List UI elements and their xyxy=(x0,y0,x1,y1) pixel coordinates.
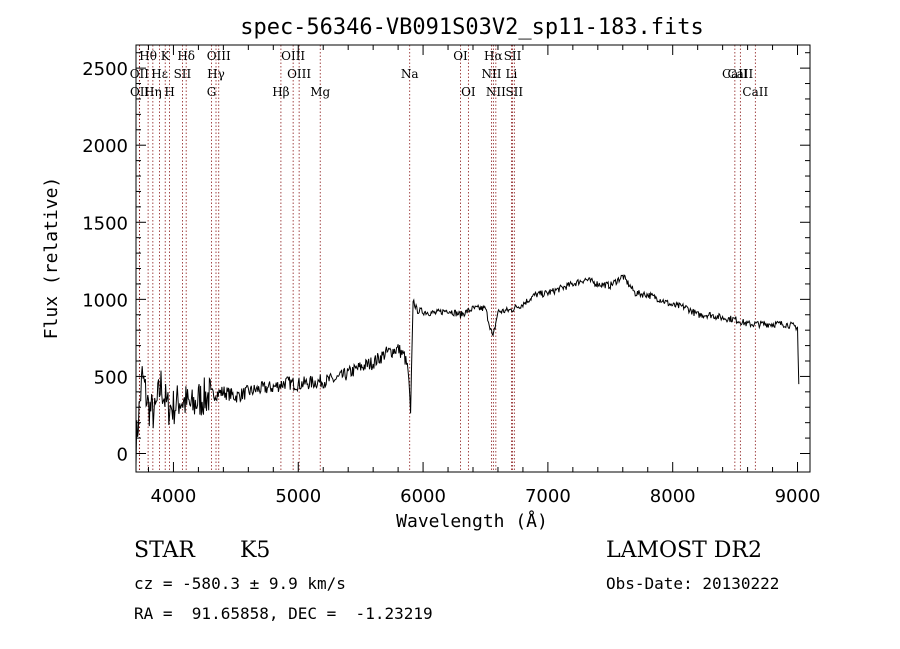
spectral-line-label: Hε xyxy=(151,67,168,81)
object-subclass: K5 xyxy=(240,538,271,563)
spectral-line-label: SII xyxy=(504,49,522,63)
spectrum-series xyxy=(135,274,800,466)
y-tick-label: 1500 xyxy=(82,213,128,234)
spectral-line-label: K xyxy=(161,49,171,63)
spectral-line-label: OI xyxy=(461,85,476,99)
spectral-line-label: OII xyxy=(130,67,150,81)
spectral-line-label: Hβ xyxy=(272,85,289,99)
y-tick-label: 1000 xyxy=(82,290,128,311)
spectral-line-label: Hγ xyxy=(207,67,225,81)
y-tick-label: 0 xyxy=(117,445,128,466)
spectral-line-label: G xyxy=(207,85,217,99)
spectral-line-label: OIII xyxy=(281,49,305,63)
spectral-line-label: CaII xyxy=(742,85,768,99)
spectral-line-label: OIII xyxy=(207,49,231,63)
spectral-line-label: CaII xyxy=(722,67,748,81)
spectral-line-label: Hα xyxy=(484,49,503,63)
spectral-line-label: CaII xyxy=(727,67,753,81)
y-axis-label: Flux (relative) xyxy=(41,177,62,340)
coordinates-readout: RA = 91.65858, DEC = -1.23219 xyxy=(134,604,433,623)
spectral-line-markers xyxy=(138,45,756,472)
x-tick-label: 7000 xyxy=(525,486,571,507)
x-tick-label: 4000 xyxy=(151,486,197,507)
spectral-line-label: Li xyxy=(506,67,518,81)
spectral-line-label: OI xyxy=(453,49,468,63)
survey-name: LAMOST DR2 xyxy=(606,538,762,563)
spectral-line-label: Hθ xyxy=(139,49,157,63)
spectral-line-label: OII xyxy=(130,85,150,99)
plot-frame xyxy=(135,44,811,473)
chart-title: spec-56346-VB091S03V2_sp11-183.fits xyxy=(240,15,704,40)
spectral-line-label: H xyxy=(164,85,174,99)
x-axis-ticks: 4000 5000 6000 7000 8000 9000 xyxy=(147,45,821,507)
spectral-line-label: NII xyxy=(481,67,501,81)
y-tick-label: 2000 xyxy=(82,136,128,157)
spectral-line-label: SII xyxy=(505,85,523,99)
x-tick-label: 6000 xyxy=(400,486,446,507)
spectral-line-label: Hδ xyxy=(177,49,195,63)
spectral-line-label: OIII xyxy=(287,67,311,81)
spectral-line-label: SII xyxy=(174,67,192,81)
observation-date: Obs-Date: 20130222 xyxy=(606,574,780,593)
spectrum-line xyxy=(135,274,800,466)
y-tick-label: 2500 xyxy=(82,59,128,80)
x-axis-label: Wavelength (Å) xyxy=(396,510,548,532)
spectral-line-label: Mg xyxy=(310,85,330,99)
x-tick-label: 8000 xyxy=(650,486,696,507)
redshift-readout: cz = -580.3 ± 9.9 km/s xyxy=(134,574,346,593)
spectral-line-label: NII xyxy=(486,85,506,99)
y-axis-ticks: 0 500 1000 1500 2000 2500 xyxy=(82,52,810,466)
y-tick-label: 500 xyxy=(94,367,128,388)
x-tick-label: 5000 xyxy=(275,486,321,507)
spectral-line-label: Na xyxy=(401,67,419,81)
spectrum-chart: spec-56346-VB091S03V2_sp11-183.fits Hθ K H… xyxy=(41,15,821,532)
spectral-line-label: Hη xyxy=(144,85,162,99)
x-tick-label: 9000 xyxy=(775,486,821,507)
object-class: STAR xyxy=(134,538,195,563)
